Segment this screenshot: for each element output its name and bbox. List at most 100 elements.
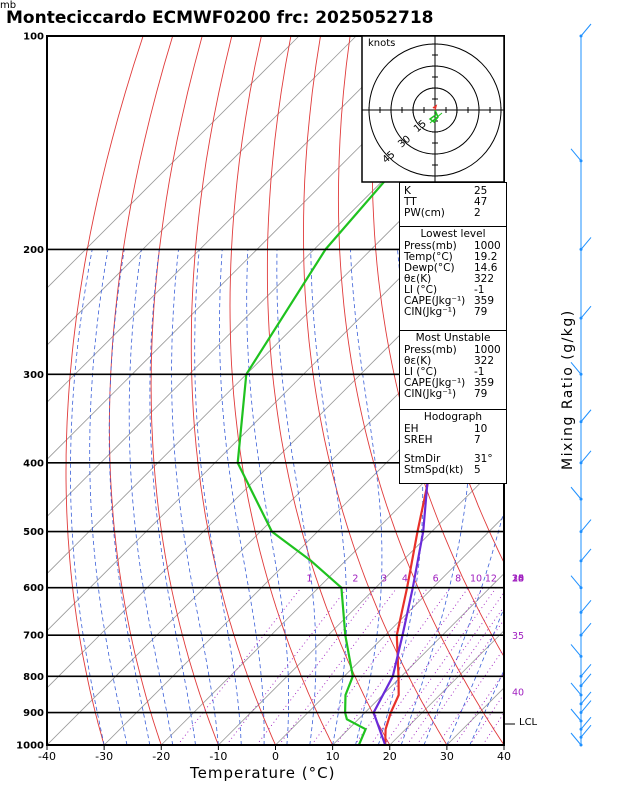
mixing-ratio-line [406, 606, 504, 745]
wind-barb [580, 450, 592, 464]
lowest-row: Dewp(°C) 14.6 [400, 263, 506, 274]
lowest-key: Press(mb) [404, 240, 457, 252]
most-unstable-header: Most Unstable [415, 332, 491, 344]
mixing-ratio-line [416, 619, 504, 745]
mu-value: 1000 [474, 344, 501, 356]
lowest-value: 1000 [474, 240, 501, 252]
plot-area [47, 36, 618, 745]
mu-value: 322 [474, 355, 495, 367]
wind-barb [580, 519, 592, 532]
lowest-row: Press(mb) 1000 [400, 241, 506, 252]
mixing-ratio-label: 20 [512, 573, 524, 584]
hodo-row: StmSpd(kt) 5 [400, 465, 506, 476]
wind-barb [570, 708, 582, 722]
x-axis-label: Temperature (°C) [190, 764, 336, 782]
wind-barb [580, 716, 592, 730]
mixing-ratio-line [395, 591, 504, 745]
mixing-ratio-label: 30 [512, 573, 524, 584]
isotherm-line [47, 36, 357, 346]
hodo-key: EH [404, 423, 419, 435]
isotherm-line [160, 401, 504, 745]
index-row: K 25 [400, 183, 506, 197]
pressure-tick-label: 500 [23, 527, 44, 538]
hodograph-storm-motion [429, 112, 443, 124]
lowest-row: LI (°C) -1 [400, 285, 506, 296]
moist-adiabat [219, 249, 265, 745]
moist-adiabat [108, 249, 151, 745]
moist-adiabat [128, 249, 174, 745]
pressure-unit-label: mb [0, 0, 17, 11]
lowest-row: θε(K) 322 [400, 274, 506, 285]
isotherm-line [275, 515, 504, 745]
pressure-tick-label: 400 [23, 458, 44, 469]
mixing-ratio-line [311, 587, 429, 745]
wind-barb [570, 644, 582, 657]
mixing-ratio-line [278, 587, 398, 745]
isotherm-line [47, 230, 504, 689]
hodo-key: SREH [404, 434, 433, 446]
wind-barb [580, 305, 592, 319]
mixing-ratio-label: 25 [512, 573, 524, 584]
most-unstable-panel: Most Unstable Press(mb) 1000 θε(K) 322 LI … [399, 331, 507, 410]
index-row: PW(cm) 2 [400, 208, 506, 219]
mu-value: 79 [474, 388, 488, 400]
hodo-value: 31° [474, 453, 493, 465]
lowest-level-panel: Lowest level Press(mb) 1000 Temp(°C) 19.2 … [399, 226, 507, 331]
isotherm-line [47, 36, 414, 403]
pressure-tick-label: 200 [23, 245, 44, 256]
wind-barb [580, 622, 592, 636]
indices-panel: K 25 TT 47 PW(cm) 2 [399, 182, 507, 232]
lowest-key: LI (°C) [404, 284, 438, 296]
x-tick-label: -10 [209, 750, 227, 763]
x-tick-label: 10 [326, 750, 340, 763]
isotherm-line [47, 36, 471, 460]
dry-adiabat [587, 36, 618, 745]
mu-key: CIN(Jkg⁻¹) [404, 388, 457, 400]
mixing-ratio-label: 10 [470, 573, 482, 584]
lowest-value: 19.2 [474, 251, 498, 263]
moist-adiabat [246, 249, 289, 745]
mixing-ratio-axis-label: Mixing Ratio (g/kg) [560, 309, 576, 470]
pressure-tick-label: 900 [23, 708, 44, 719]
index-key: PW(cm) [404, 207, 445, 219]
index-key: K [404, 185, 411, 197]
wind-barb [580, 691, 592, 705]
pressure-tick-label: 600 [23, 583, 44, 594]
mu-row: Press(mb) 1000 [400, 345, 506, 356]
wind-barb [580, 663, 592, 677]
hodo-value: 7 [474, 434, 481, 446]
hodograph-panel: Hodograph EH 10 SREH 7 StmDir 31° StmSpd(kt… [399, 409, 507, 484]
moist-adiabat [194, 249, 242, 745]
lowest-key: Dewp(°C) [404, 262, 455, 274]
lowest-key: CAPE(Jkg⁻¹) [404, 295, 466, 307]
isotherm-line [47, 36, 300, 289]
mixing-ratio-label: 40 [512, 687, 524, 698]
moist-adiabat [171, 249, 219, 745]
x-tick-label: -30 [95, 750, 113, 763]
mixing-ratio-label: 4 [402, 573, 408, 584]
mu-row: LI (°C) -1 [400, 367, 506, 378]
mu-row: θε(K) 322 [400, 356, 506, 367]
index-value: 47 [474, 196, 488, 208]
lowest-level-header: Lowest level [420, 228, 486, 240]
dry-adiabat [229, 36, 334, 745]
moist-adiabat [70, 249, 105, 745]
mixing-ratio-label: 18 [512, 573, 524, 584]
mu-key: LI (°C) [404, 366, 438, 378]
index-key: TT [404, 196, 417, 208]
wind-barb [580, 600, 592, 613]
isotherm-line [218, 458, 504, 745]
mu-value: -1 [474, 366, 485, 378]
x-tick-label: 40 [497, 750, 511, 763]
mu-key: θε(K) [404, 355, 432, 367]
x-tick-label: 20 [383, 750, 397, 763]
hodo-key: StmSpd(kt) [404, 464, 464, 476]
hodo-key: StmDir [404, 453, 441, 465]
x-tick-label: -40 [38, 750, 56, 763]
hodograph-trace-high [432, 104, 438, 111]
wind-barb [580, 548, 592, 562]
lowest-value: -1 [474, 284, 485, 296]
lcl-label: LCL [519, 717, 538, 728]
wind-barb [570, 682, 582, 696]
lowest-key: CIN(Jkg⁻¹) [404, 306, 457, 318]
